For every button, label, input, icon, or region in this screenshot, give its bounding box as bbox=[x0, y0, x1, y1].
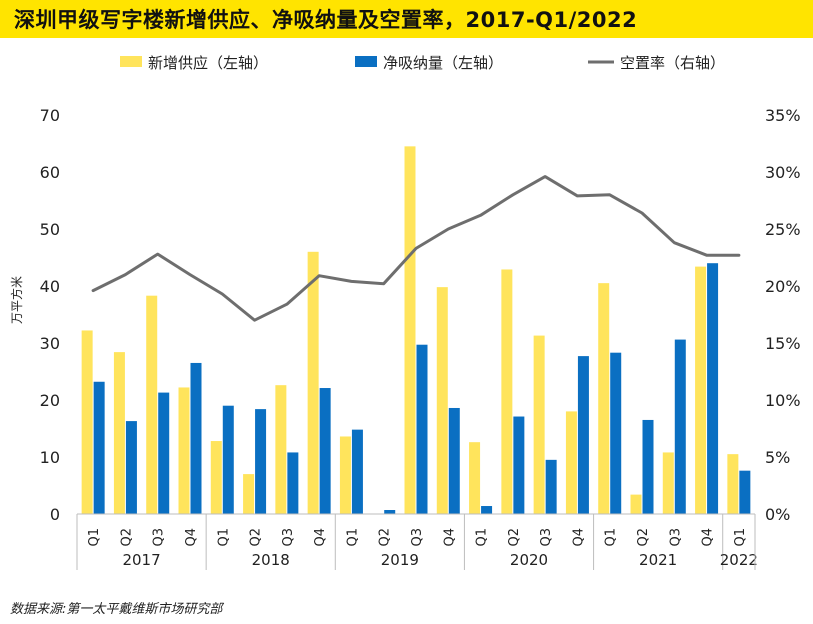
legend-swatch-0 bbox=[120, 56, 142, 67]
y-tick-left-40: 40 bbox=[40, 277, 60, 296]
bar-absorption-16 bbox=[610, 352, 622, 514]
bar-absorption-3 bbox=[190, 362, 202, 514]
y-tick-left-70: 70 bbox=[40, 106, 60, 125]
title-bar bbox=[0, 0, 813, 38]
y-tick-left-10: 10 bbox=[40, 448, 60, 467]
source-note: 数据来源:第一太平戴维斯市场研究部 bbox=[10, 602, 223, 617]
y-tick-right-4: 20% bbox=[765, 277, 801, 296]
bar-supply-16 bbox=[598, 283, 610, 514]
bar-absorption-18 bbox=[674, 339, 686, 514]
bar-supply-0 bbox=[81, 330, 93, 514]
x-tick-quarter-11: Q4 bbox=[442, 528, 457, 547]
bar-supply-15 bbox=[565, 411, 577, 514]
line-vacancy bbox=[91, 175, 741, 322]
bar-absorption-10 bbox=[416, 344, 428, 514]
bar-supply-5 bbox=[243, 474, 255, 514]
bar-supply-13 bbox=[501, 269, 513, 514]
bar-absorption-2 bbox=[158, 392, 170, 514]
x-tick-quarter-4: Q1 bbox=[216, 528, 231, 547]
x-tick-quarter-7: Q4 bbox=[313, 528, 328, 547]
bar-absorption-0 bbox=[93, 381, 105, 514]
bar-supply-2 bbox=[146, 295, 158, 514]
bar-supply-10 bbox=[404, 146, 416, 514]
bar-absorption-19 bbox=[707, 263, 719, 514]
x-tick-quarter-16: Q1 bbox=[604, 528, 619, 547]
x-tick-quarter-9: Q2 bbox=[378, 528, 393, 547]
bar-supply-3 bbox=[178, 387, 190, 514]
x-tick-quarter-13: Q2 bbox=[507, 528, 522, 547]
x-tick-quarter-0: Q1 bbox=[87, 528, 102, 547]
legend-label-0: 新增供应（左轴） bbox=[148, 54, 268, 72]
x-tick-quarter-2: Q3 bbox=[152, 528, 167, 547]
bar-absorption-7 bbox=[319, 388, 331, 514]
x-tick-quarter-20: Q1 bbox=[733, 528, 748, 547]
bar-supply-19 bbox=[695, 266, 707, 514]
bar-absorption-4 bbox=[222, 405, 234, 514]
x-tick-quarter-12: Q1 bbox=[475, 528, 490, 547]
x-year-label-2021: 2021 bbox=[639, 551, 677, 569]
y-tick-right-6: 30% bbox=[765, 163, 801, 182]
x-year-label-2020: 2020 bbox=[510, 551, 548, 569]
x-tick-quarter-3: Q4 bbox=[184, 528, 199, 547]
bar-absorption-20 bbox=[739, 470, 751, 514]
x-year-label-2019: 2019 bbox=[381, 551, 419, 569]
y-tick-right-1: 5% bbox=[765, 448, 790, 467]
bar-supply-11 bbox=[436, 287, 448, 514]
bar-absorption-17 bbox=[642, 419, 654, 514]
x-tick-quarter-19: Q4 bbox=[701, 528, 716, 547]
legend-label-2: 空置率（右轴） bbox=[620, 54, 725, 72]
bar-supply-7 bbox=[307, 251, 319, 515]
bar-absorption-12 bbox=[481, 506, 493, 514]
x-tick-quarter-6: Q3 bbox=[281, 528, 296, 547]
x-year-label-2022: 2022 bbox=[720, 551, 758, 569]
bar-absorption-13 bbox=[513, 416, 525, 514]
y-tick-right-7: 35% bbox=[765, 106, 801, 125]
y-tick-right-0: 0% bbox=[765, 505, 790, 524]
x-tick-quarter-5: Q2 bbox=[249, 528, 264, 547]
y-axis-label: 万平方米 bbox=[9, 276, 24, 324]
bar-supply-20 bbox=[727, 454, 739, 514]
x-year-label-2017: 2017 bbox=[122, 551, 160, 569]
bar-supply-4 bbox=[210, 441, 222, 514]
bar-absorption-11 bbox=[448, 407, 460, 514]
y-tick-right-5: 25% bbox=[765, 220, 801, 239]
bar-absorption-8 bbox=[351, 429, 363, 514]
legend-label-1: 净吸纳量（左轴） bbox=[383, 54, 503, 72]
bar-supply-6 bbox=[275, 385, 287, 514]
x-tick-quarter-18: Q3 bbox=[668, 528, 683, 547]
bar-absorption-9 bbox=[384, 510, 396, 514]
x-tick-quarter-15: Q4 bbox=[571, 528, 586, 547]
bar-absorption-15 bbox=[577, 356, 589, 514]
bar-supply-12 bbox=[469, 442, 481, 514]
y-tick-right-3: 15% bbox=[765, 334, 801, 353]
bar-absorption-6 bbox=[287, 452, 299, 514]
chart-title: 深圳甲级写字楼新增供应、净吸纳量及空置率，2017-Q1/2022 bbox=[14, 8, 638, 32]
x-tick-quarter-1: Q2 bbox=[119, 528, 134, 547]
x-year-label-2018: 2018 bbox=[252, 551, 290, 569]
bar-supply-8 bbox=[339, 436, 351, 514]
x-tick-quarter-8: Q1 bbox=[345, 528, 360, 547]
x-tick-quarter-10: Q3 bbox=[410, 528, 425, 547]
y-tick-left-30: 30 bbox=[40, 334, 60, 353]
bar-supply-17 bbox=[630, 494, 642, 514]
y-tick-left-60: 60 bbox=[40, 163, 60, 182]
bar-supply-1 bbox=[113, 352, 125, 514]
y-tick-left-50: 50 bbox=[40, 220, 60, 239]
bar-supply-18 bbox=[662, 452, 674, 514]
bar-absorption-5 bbox=[255, 409, 267, 514]
bar-supply-14 bbox=[533, 335, 545, 514]
y-tick-left-0: 0 bbox=[50, 505, 60, 524]
x-tick-quarter-14: Q3 bbox=[539, 528, 554, 547]
x-tick-quarter-17: Q2 bbox=[636, 528, 651, 547]
y-tick-left-20: 20 bbox=[40, 391, 60, 410]
bar-absorption-1 bbox=[125, 421, 137, 514]
y-tick-right-2: 10% bbox=[765, 391, 801, 410]
legend-swatch-1 bbox=[355, 56, 377, 67]
bar-absorption-14 bbox=[545, 459, 557, 514]
